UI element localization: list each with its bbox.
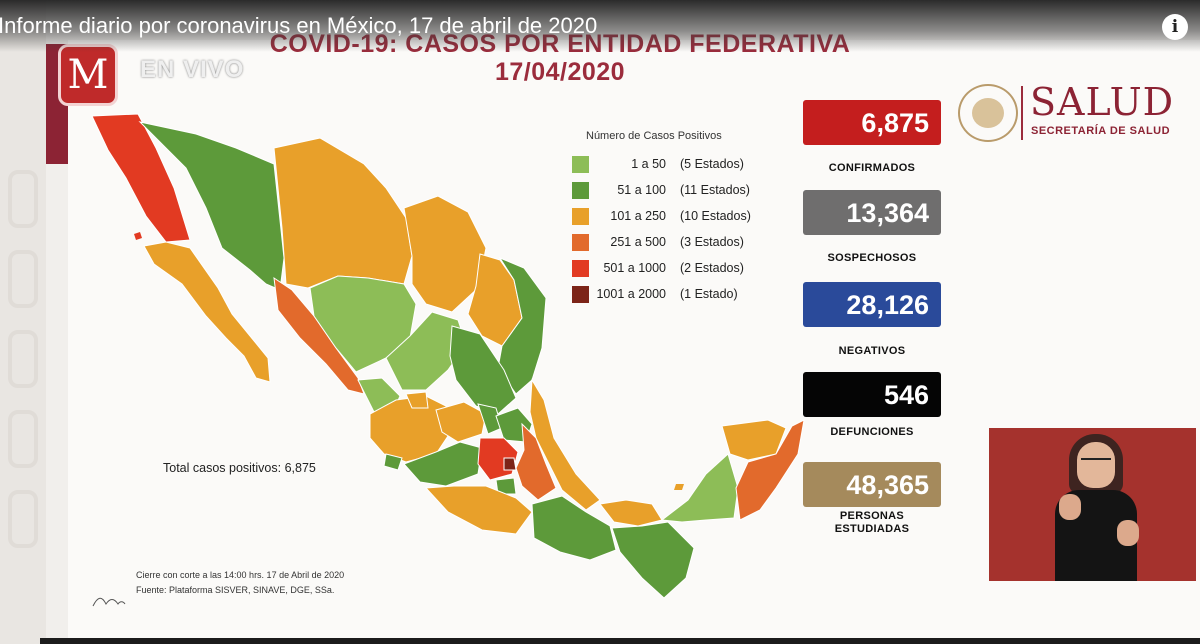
legend-range: 1001 a 2000 bbox=[596, 287, 666, 301]
confirmed-label: CONFIRMADOS bbox=[828, 162, 916, 174]
live-label: EN VIVO bbox=[140, 56, 245, 83]
legend-swatch bbox=[572, 234, 589, 251]
studied-label-line1: PERSONAS bbox=[839, 510, 905, 522]
source-note: Fuente: Plataforma SISVER, SINAVE, DGE, … bbox=[136, 585, 335, 595]
decoration-shape bbox=[8, 250, 38, 308]
salud-subtitle: SECRETARÍA DE SALUD bbox=[1031, 125, 1171, 137]
video-progress-bar[interactable] bbox=[40, 638, 1200, 644]
legend-count: (3 Estados) bbox=[680, 235, 744, 249]
decoration-shape bbox=[8, 170, 38, 228]
salud-seal-icon bbox=[958, 84, 1018, 142]
state-coahuila bbox=[403, 195, 487, 313]
state-morelos bbox=[495, 477, 517, 495]
decoration-shape bbox=[8, 410, 38, 468]
state-puebla bbox=[515, 422, 557, 501]
legend-item: 1001 a 2000 (1 Estado) bbox=[572, 285, 772, 303]
legend-range: 501 a 1000 bbox=[603, 261, 666, 275]
legend-swatch bbox=[572, 208, 589, 225]
state-oaxaca bbox=[531, 495, 617, 561]
suspected-label: SOSPECHOSOS bbox=[827, 252, 917, 264]
mexico-map bbox=[91, 113, 805, 599]
state-baja-california bbox=[91, 113, 191, 243]
state-tamaulipas bbox=[497, 256, 547, 395]
negative-box: 28,126 bbox=[803, 282, 941, 327]
studied-box: 48,365 bbox=[803, 462, 941, 507]
legend-item: 1 a 50 (5 Estados) bbox=[572, 155, 772, 173]
state-ciudad-de-mexico bbox=[503, 457, 517, 471]
state-sinaloa bbox=[273, 276, 365, 395]
legend-count: (5 Estados) bbox=[680, 157, 744, 171]
sign-language-interpreter bbox=[989, 428, 1196, 581]
legend-swatch bbox=[572, 260, 589, 277]
legend-range: 51 a 100 bbox=[617, 183, 666, 197]
video-title-bar: Informe diario por coronavirus en México… bbox=[0, 0, 1200, 52]
legend-item: 501 a 1000 (2 Estados) bbox=[572, 259, 772, 277]
state-tabasco bbox=[599, 499, 663, 527]
legend-count: (11 Estados) bbox=[680, 183, 750, 197]
total-cases-label: Total casos positivos: 6,875 bbox=[163, 461, 316, 475]
deaths-box: 546 bbox=[803, 372, 941, 417]
state-baja-california-sur bbox=[143, 241, 271, 383]
legend-item: 101 a 250 (10 Estados) bbox=[572, 207, 772, 225]
salud-name: SALUD bbox=[1030, 80, 1175, 124]
slide-date: 17/04/2020 bbox=[494, 58, 626, 86]
island bbox=[674, 484, 684, 490]
cut-off-note: Cierre con corte a las 14:00 hrs. 17 de … bbox=[136, 570, 345, 580]
legend-range: 1 a 50 bbox=[631, 157, 666, 171]
state-campeche bbox=[660, 453, 739, 523]
confirmed-box: 6,875 bbox=[803, 100, 941, 145]
salud-divider bbox=[1021, 86, 1023, 140]
legend-swatch bbox=[572, 286, 589, 303]
deaths-label: DEFUNCIONES bbox=[830, 426, 914, 438]
state-chihuahua bbox=[273, 137, 413, 289]
info-icon[interactable]: i bbox=[1162, 14, 1188, 40]
legend-count: (1 Estado) bbox=[680, 287, 738, 301]
legend-item: 251 a 500 (3 Estados) bbox=[572, 233, 772, 251]
state-quintana-roo bbox=[735, 419, 805, 521]
legend-title: Número de Casos Positivos bbox=[586, 130, 722, 142]
studied-label-line2: ESTUDIADAS bbox=[834, 523, 910, 535]
state-sonora bbox=[138, 121, 285, 291]
suspected-box: 13,364 bbox=[803, 190, 941, 235]
island bbox=[134, 232, 142, 240]
channel-logo: M bbox=[58, 44, 118, 106]
legend-swatch bbox=[572, 156, 589, 173]
decoration-shape bbox=[8, 330, 38, 388]
legend-count: (10 Estados) bbox=[680, 209, 751, 223]
state-chiapas bbox=[611, 521, 695, 599]
state-guanajuato bbox=[435, 401, 487, 443]
video-title[interactable]: Informe diario por coronavirus en México… bbox=[0, 13, 598, 38]
legend-swatch bbox=[572, 182, 589, 199]
state-aguascalientes bbox=[405, 391, 429, 409]
legend-item: 51 a 100 (11 Estados) bbox=[572, 181, 772, 199]
background-decoration bbox=[0, 0, 46, 644]
negative-label: NEGATIVOS bbox=[838, 345, 906, 357]
legend-range: 251 a 500 bbox=[610, 235, 666, 249]
footer-wave-icon bbox=[92, 597, 126, 607]
legend-range: 101 a 250 bbox=[610, 209, 666, 223]
state-veracruz bbox=[529, 378, 601, 511]
decoration-shape bbox=[8, 490, 38, 548]
state-colima bbox=[383, 453, 403, 471]
legend-count: (2 Estados) bbox=[680, 261, 744, 275]
